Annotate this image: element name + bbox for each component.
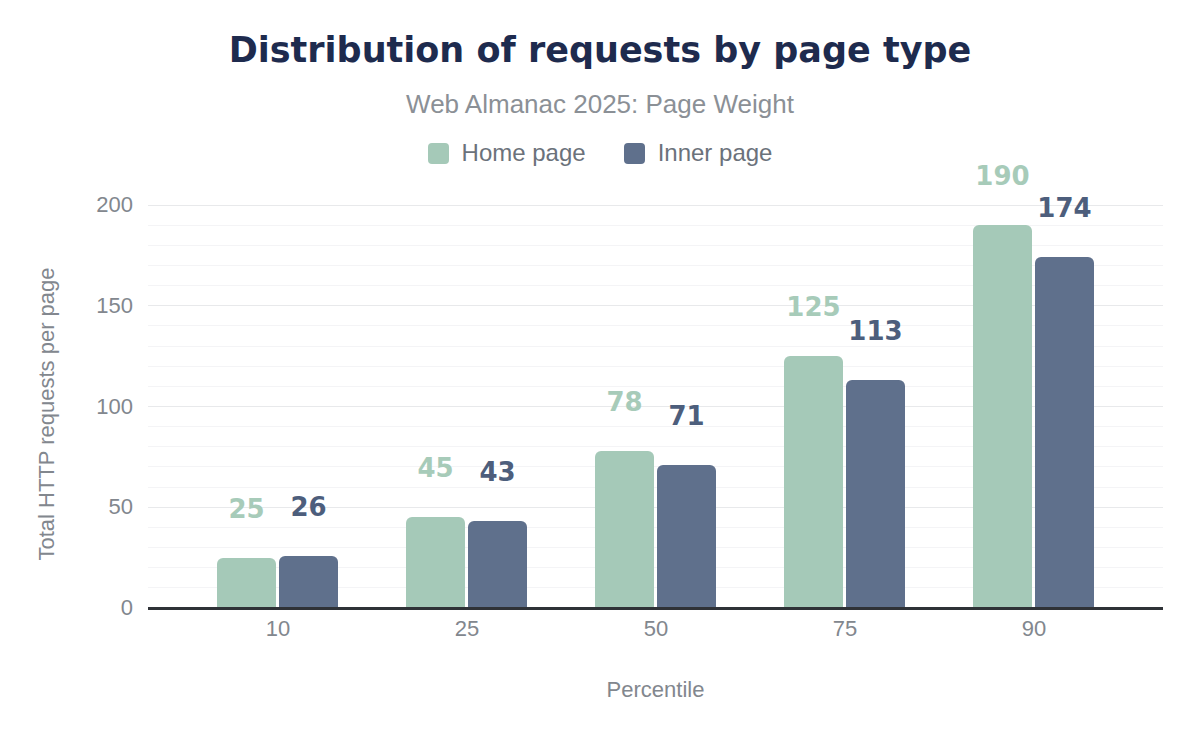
legend-item-home-page: Home page (428, 141, 586, 165)
bar-inner-page-p75 (846, 380, 905, 608)
bar-value-inner-page-p25: 43 (428, 459, 568, 485)
x-tick-75: 75 (785, 616, 905, 642)
x-axis-line (148, 607, 1163, 610)
chart-canvas: Distribution of requests by page type We… (0, 0, 1200, 742)
legend-swatch-icon (428, 143, 449, 164)
x-tick-50: 50 (596, 616, 716, 642)
x-axis-title: Percentile (148, 677, 1163, 703)
bar-home-page-p25 (406, 517, 465, 608)
bar-value-inner-page-p90: 174 (995, 195, 1135, 221)
bar-inner-page-p25 (468, 521, 527, 608)
x-tick-10: 10 (218, 616, 338, 642)
bar-value-inner-page-p10: 26 (239, 494, 379, 520)
bar-inner-page-p90 (1035, 257, 1094, 608)
plot-area: 252645437871125113190174 (148, 205, 1163, 608)
y-tick-0: 0 (40, 595, 133, 621)
x-tick-90: 90 (974, 616, 1094, 642)
bar-home-page-p10 (217, 558, 276, 608)
bar-home-page-p90 (973, 225, 1032, 608)
bar-inner-page-p50 (657, 465, 716, 608)
bar-home-page-p75 (784, 356, 843, 608)
legend-item-inner-page: Inner page (624, 141, 773, 165)
y-tick-100: 100 (40, 394, 133, 420)
bar-value-inner-page-p50: 71 (617, 403, 757, 429)
bar-value-home-page-p90: 190 (933, 163, 1073, 189)
legend-label: Home page (462, 141, 586, 165)
y-tick-150: 150 (40, 293, 133, 319)
bar-home-page-p50 (595, 451, 654, 608)
legend-swatch-icon (624, 143, 645, 164)
legend-label: Inner page (658, 141, 773, 165)
y-tick-200: 200 (40, 192, 133, 218)
bar-inner-page-p10 (279, 556, 338, 608)
chart-title: Distribution of requests by page type (0, 31, 1200, 70)
bar-value-inner-page-p75: 113 (806, 318, 946, 344)
x-tick-25: 25 (407, 616, 527, 642)
y-tick-50: 50 (40, 494, 133, 520)
chart-subtitle: Web Almanac 2025: Page Weight (0, 90, 1200, 119)
